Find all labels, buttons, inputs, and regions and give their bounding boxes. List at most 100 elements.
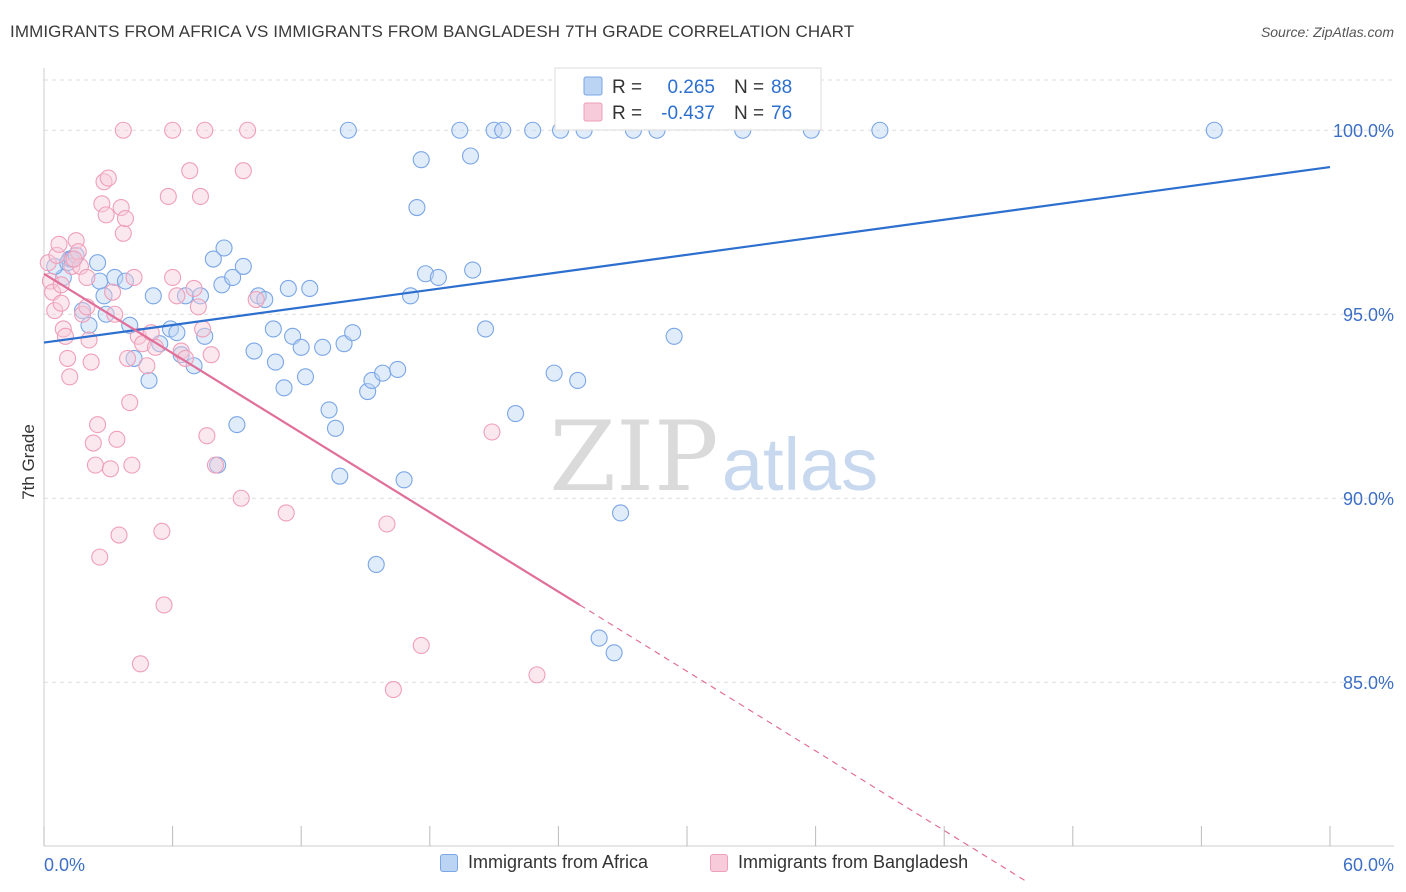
legend-swatch-africa — [583, 76, 603, 96]
africa-point — [461, 147, 480, 165]
bangladesh-trend-extension — [579, 604, 1026, 882]
africa-point — [144, 287, 162, 305]
bangladesh-point — [48, 246, 66, 264]
africa-point — [545, 364, 563, 382]
bangladesh-point — [378, 515, 396, 533]
bangladesh-point — [91, 548, 109, 566]
bangladesh-point — [78, 268, 96, 286]
africa-point — [140, 371, 158, 390]
legend-swatch — [440, 853, 458, 872]
bangladesh-point — [80, 331, 98, 349]
x-tick-label-max: 60.0% — [1343, 855, 1394, 875]
bangladesh-point — [138, 357, 156, 375]
africa-point — [301, 279, 319, 298]
bangladesh-point — [99, 169, 117, 187]
stats-legend: R = 0.265 N = 88 R = -0.437 N = 76 — [554, 67, 822, 131]
bangladesh-point — [61, 368, 79, 386]
africa-point — [320, 401, 338, 419]
bangladesh-point — [131, 655, 149, 673]
y-tick-label: 100.0% — [1333, 121, 1394, 141]
bangladesh-point — [39, 254, 57, 272]
bangladesh-point — [198, 427, 216, 445]
africa-point — [168, 324, 186, 342]
bangladesh-point — [52, 294, 70, 312]
legend-n-value-africa: 88 — [771, 77, 792, 98]
series-legend: Immigrants from Africa Immigrants from B… — [0, 852, 1406, 878]
africa-point — [569, 371, 587, 390]
bangladesh-point — [101, 460, 119, 478]
africa-point — [344, 324, 362, 342]
africa-point — [228, 416, 246, 434]
bangladesh-point — [483, 423, 501, 441]
legend-n-value-bangladesh: 76 — [771, 103, 792, 124]
africa-point — [401, 287, 420, 305]
bangladesh-point — [56, 327, 74, 345]
bangladesh-point — [97, 206, 115, 224]
africa-point — [451, 121, 469, 139]
bangladesh-point — [50, 235, 68, 253]
x-tick-label-min: 0.0% — [44, 855, 85, 875]
y-tick-label: 95.0% — [1343, 305, 1394, 325]
bangladesh-point — [164, 268, 182, 286]
bangladesh-point — [82, 353, 100, 371]
chart-title: IMMIGRANTS FROM AFRICA VS IMMIGRANTS FRO… — [10, 22, 855, 41]
y-tick-label: 85.0% — [1343, 673, 1394, 693]
africa-point — [125, 349, 143, 367]
africa-point — [590, 629, 608, 647]
africa-point — [292, 338, 310, 356]
source-credit: Source: ZipAtlas.com — [1260, 24, 1394, 40]
africa-point — [80, 316, 98, 334]
bangladesh-point — [189, 298, 207, 316]
watermark-atlas: atlas — [722, 423, 878, 506]
africa-point — [204, 250, 222, 268]
legend-label-africa: Immigrants from Africa — [468, 852, 649, 872]
africa-point — [264, 320, 282, 338]
africa-point — [234, 257, 252, 275]
bangladesh-point — [412, 636, 430, 654]
legend-item-africa[interactable]: Immigrants from Africa — [440, 852, 648, 873]
africa-point — [296, 368, 315, 386]
bangladesh-point — [194, 320, 212, 338]
trend-lines — [43, 165, 1331, 882]
bangladesh-point — [114, 121, 132, 139]
bangladesh-point — [528, 666, 546, 684]
bangladesh-point — [168, 287, 186, 305]
legend-item-bangladesh[interactable]: Immigrants from Bangladesh — [710, 852, 968, 873]
africa-point — [506, 405, 525, 423]
africa-point — [612, 504, 630, 522]
africa-point — [412, 151, 430, 169]
africa-point — [331, 467, 349, 485]
africa-point — [176, 287, 195, 305]
bangladesh-point — [93, 195, 111, 213]
bangladesh-point — [202, 346, 220, 364]
africa-point — [256, 290, 274, 309]
africa-point — [665, 327, 683, 345]
bangladesh-point — [114, 224, 132, 242]
bangladesh-point — [123, 456, 141, 474]
bangladesh-point — [384, 681, 402, 699]
bangladesh-point — [232, 489, 250, 507]
bangladesh-point — [206, 456, 225, 474]
africa-point — [605, 644, 623, 662]
bangladesh-point — [121, 394, 139, 412]
bangladesh-point — [277, 504, 295, 522]
bangladesh-point — [106, 305, 124, 323]
africa-point — [245, 342, 263, 360]
legend-label-bangladesh: Immigrants from Bangladesh — [738, 852, 969, 872]
bangladesh-point — [191, 187, 210, 206]
africa-point — [464, 261, 482, 279]
bangladesh-point — [41, 272, 59, 290]
bangladesh-point — [181, 162, 199, 180]
bangladesh-point — [247, 290, 265, 309]
legend-swatch-bangladesh — [583, 102, 603, 122]
africa-point — [275, 379, 293, 397]
bangladesh-point — [239, 121, 257, 139]
africa-point — [339, 121, 357, 139]
bangladesh-point — [159, 187, 177, 206]
bangladesh-point — [119, 349, 137, 367]
bangladesh-point — [86, 456, 104, 474]
bangladesh-point — [110, 526, 128, 544]
bangladesh-point — [153, 522, 171, 540]
africa-point — [215, 239, 233, 257]
africa-point — [389, 360, 407, 378]
